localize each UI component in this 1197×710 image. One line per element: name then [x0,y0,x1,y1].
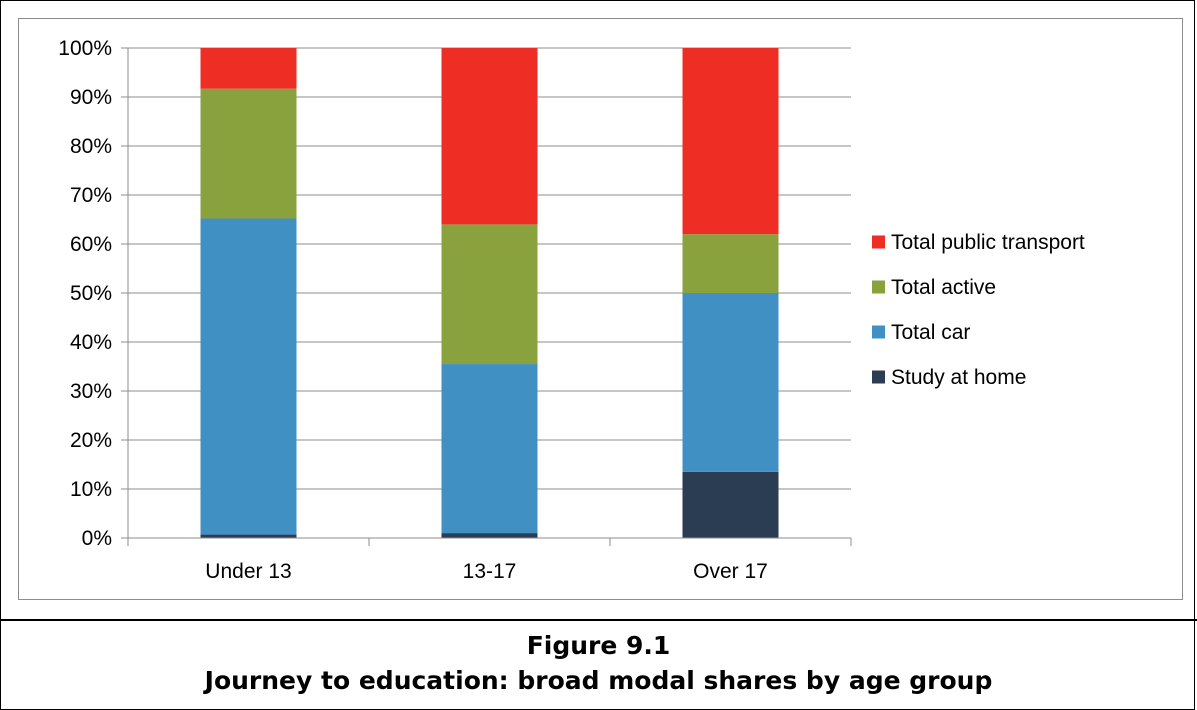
legend: Total public transport Total active Total … [872,231,1085,389]
bars [200,48,779,538]
x-axis-tick-labels: Under 13 13-17 Over 17 [205,560,768,583]
legend-label: Total car [891,321,970,344]
bar-segment [441,48,538,225]
x-tick-label: 13-17 [463,560,517,583]
bar-segment [200,48,297,89]
y-tick-label: 80% [70,135,112,158]
bar-segment [441,364,538,534]
legend-label: Total public transport [891,231,1085,254]
caption-separator [0,619,1197,621]
y-tick-label: 70% [70,184,112,207]
y-axis-tick-labels: 0% 10% 20% 30% 40% 50% 60% 70% 80% 90% 100% [58,37,112,550]
y-tick-label: 40% [70,331,112,354]
legend-swatch [872,235,885,249]
stacked-bar-chart: 0% 10% 20% 30% 40% 50% 60% 70% 80% 90% 100% Under … [58,37,1085,583]
y-tick-label: 10% [70,478,112,501]
bar-segment [682,48,779,235]
y-tick-label: 20% [70,429,112,452]
legend-swatch [872,280,885,294]
bar-segment [441,224,538,365]
bar-segment [200,534,297,538]
y-tick-label: 60% [70,233,112,256]
legend-label: Study at home [891,366,1026,389]
legend-swatch [872,325,885,339]
y-tick-label: 50% [70,282,112,305]
bar-segment [200,218,297,535]
bar-segment [200,88,297,219]
y-tick-label: 90% [70,86,112,109]
y-tick-label: 0% [82,527,112,550]
y-tick-label: 100% [58,37,112,60]
y-tick-label: 30% [70,380,112,403]
legend-label: Total active [891,276,996,299]
figure-title: Journey to education: broad modal shares… [204,666,993,695]
bar-segment [682,293,779,472]
x-tick-label: Under 13 [205,560,291,583]
bar-segment [441,533,538,538]
bar-segment [682,471,779,538]
legend-swatch [872,370,885,384]
x-tick-label: Over 17 [693,560,768,583]
bar-segment [682,234,779,293]
axes [121,47,852,546]
figure-number: Figure 9.1 [526,631,671,660]
